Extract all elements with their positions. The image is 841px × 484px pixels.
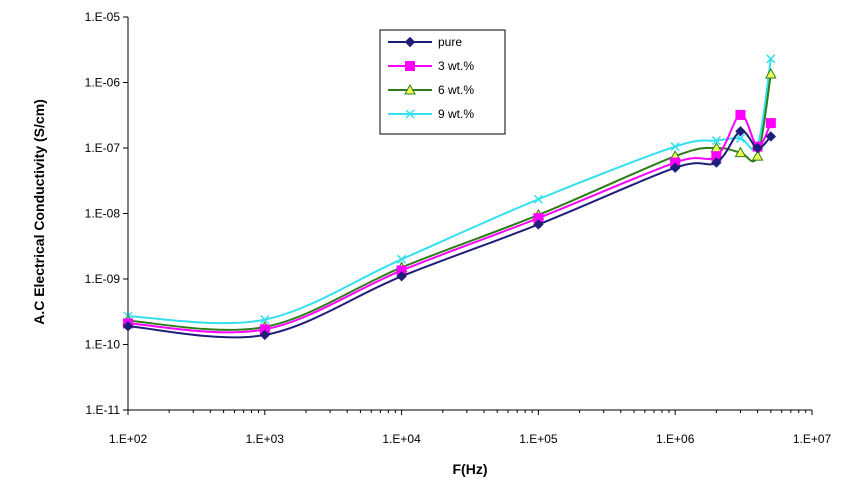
data-point bbox=[751, 150, 764, 161]
y-tick-label: 1.E-06 bbox=[85, 76, 121, 90]
marker-stroke bbox=[397, 254, 407, 264]
y-tick-label: 1.E-07 bbox=[85, 141, 121, 155]
legend-marker bbox=[404, 83, 416, 95]
x-tick-label: 1.E+04 bbox=[382, 432, 421, 446]
series-line bbox=[127, 58, 772, 325]
x-tick-label: 1.E+02 bbox=[109, 432, 148, 446]
series-line bbox=[127, 73, 772, 331]
marker-stroke bbox=[711, 136, 721, 146]
y-tick-label: 1.E-10 bbox=[85, 338, 121, 352]
legend: pure 3 wt.% 6 wt.% 9 wt.% bbox=[379, 29, 506, 135]
y-tick-label: 1.E-11 bbox=[86, 403, 121, 417]
y-tick-label: 1.E-08 bbox=[85, 207, 121, 221]
data-point bbox=[752, 142, 763, 154]
data-point bbox=[260, 315, 270, 325]
series-line bbox=[127, 130, 772, 339]
x-tick-label: 1.E+03 bbox=[246, 432, 285, 446]
data-point bbox=[670, 142, 680, 152]
y-tick-label: 1.E-05 bbox=[85, 10, 121, 24]
y-axis-title: A.C Electrical Conductivity (S/cm) bbox=[31, 99, 47, 325]
y-tick-label: 1.E-09 bbox=[85, 272, 121, 286]
marker-stroke bbox=[533, 194, 543, 204]
legend-label: 6 wt.% bbox=[438, 83, 474, 97]
legend-marker bbox=[405, 61, 415, 71]
legend-box bbox=[379, 29, 506, 135]
data-point bbox=[711, 136, 721, 146]
marker-stroke bbox=[405, 109, 415, 119]
x-axis-title: F(Hz) bbox=[453, 461, 488, 477]
x-tick-label: 1.E+07 bbox=[793, 432, 832, 446]
series-line bbox=[127, 113, 772, 334]
series-0 bbox=[122, 126, 777, 341]
data-point bbox=[735, 109, 746, 120]
data-point bbox=[766, 54, 776, 64]
data-point bbox=[122, 321, 134, 332]
data-point bbox=[735, 126, 746, 137]
data-point bbox=[533, 219, 544, 230]
legend-label: 3 wt.% bbox=[438, 59, 474, 73]
series-layer bbox=[122, 54, 777, 341]
legend-label: pure bbox=[438, 35, 462, 49]
data-point bbox=[711, 157, 722, 168]
axes: 1.E-11 1.E-10 1.E-09 1.E-08 1.E-07 1.E-06 1.E-… bbox=[85, 10, 832, 446]
data-point bbox=[734, 146, 747, 158]
data-point bbox=[669, 162, 681, 173]
data-point bbox=[397, 254, 407, 264]
legend-label: 9 wt.% bbox=[438, 107, 474, 121]
x-tick-label: 1.E+05 bbox=[519, 432, 558, 446]
marker-stroke bbox=[260, 315, 270, 325]
x-tick-label: 1.E+06 bbox=[656, 432, 695, 446]
marker-stroke bbox=[735, 133, 746, 143]
data-point bbox=[396, 271, 407, 282]
data-point bbox=[735, 133, 746, 143]
data-point bbox=[259, 329, 271, 341]
data-point bbox=[765, 131, 777, 142]
marker-stroke bbox=[766, 54, 776, 64]
marker-stroke bbox=[670, 142, 680, 152]
legend-marker bbox=[405, 109, 415, 119]
legend-marker bbox=[404, 36, 416, 48]
data-point bbox=[765, 118, 776, 129]
data-point bbox=[764, 67, 777, 79]
data-point bbox=[533, 194, 543, 204]
